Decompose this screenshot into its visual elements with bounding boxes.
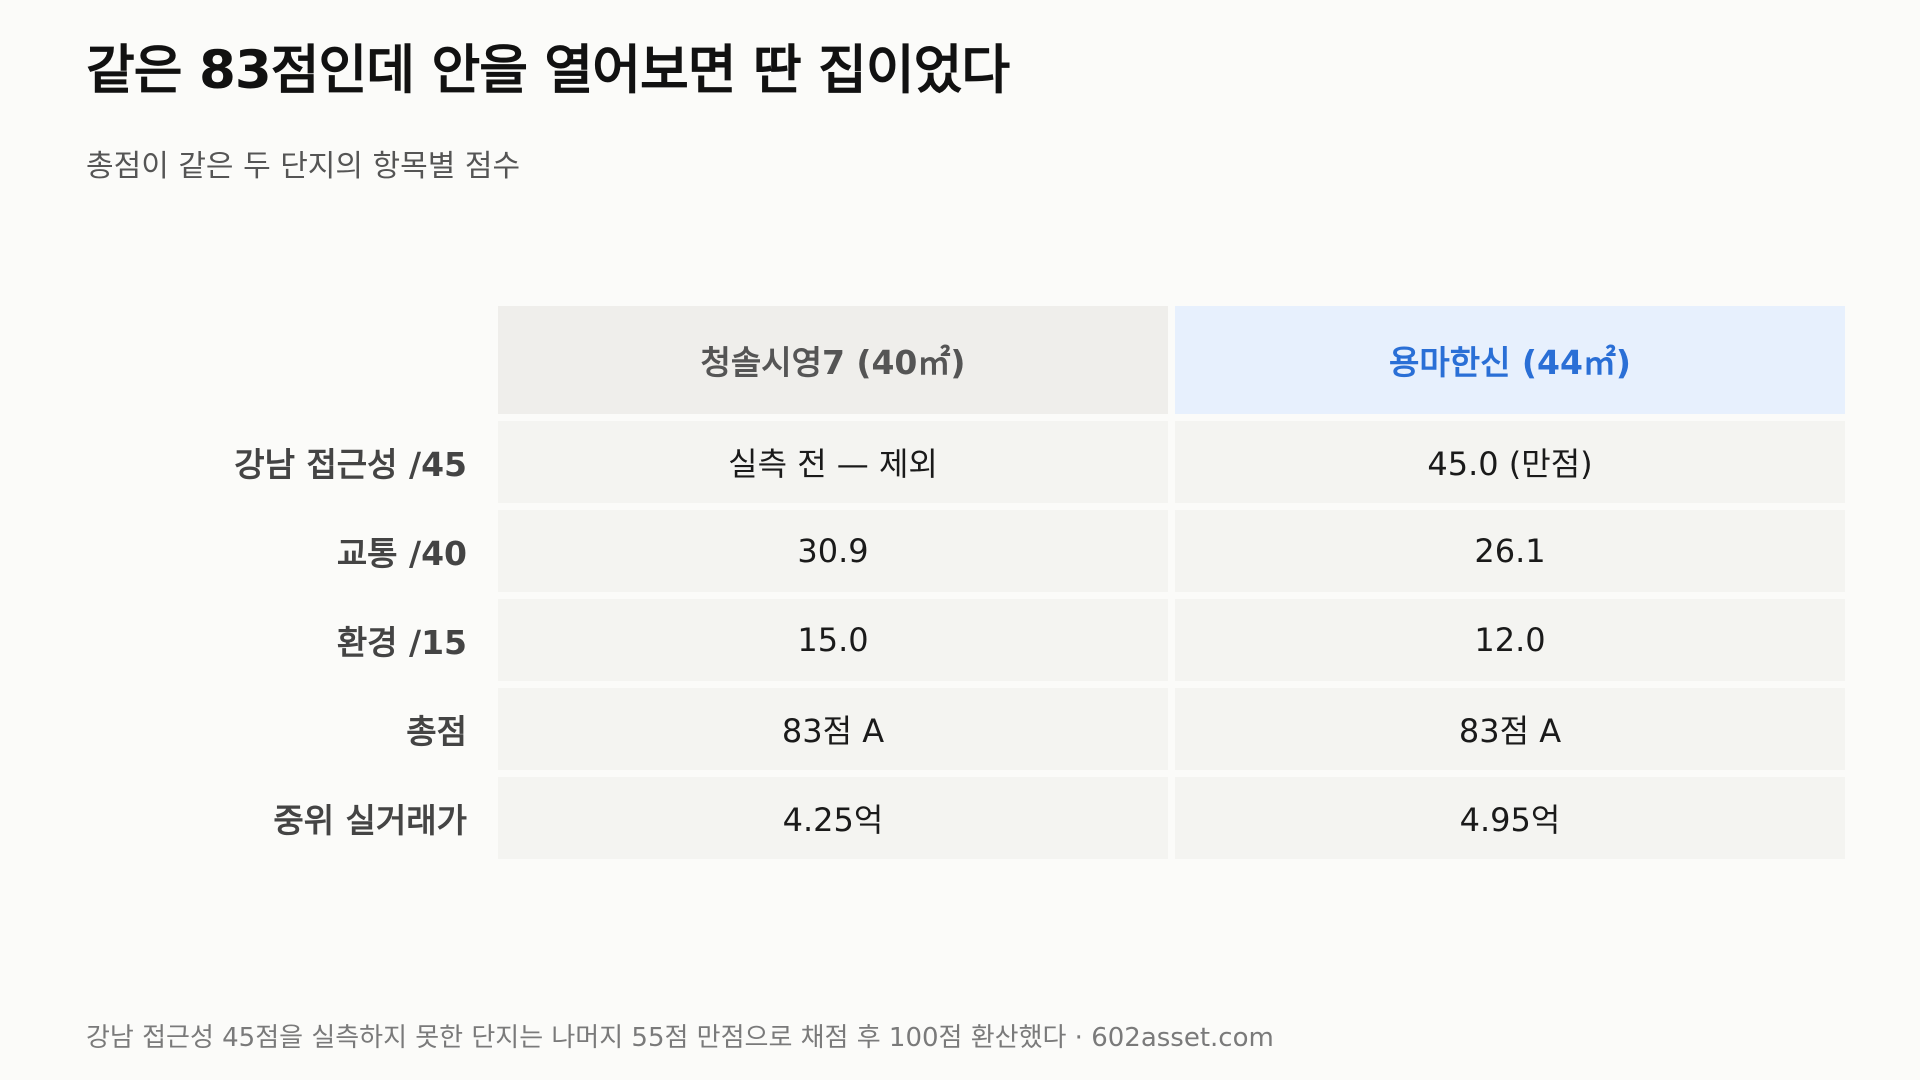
table-row: 중위 실거래가 4.25억 4.95억 bbox=[86, 777, 1845, 859]
table-cell: 30.9 bbox=[498, 510, 1168, 592]
table-cell: 83점 A bbox=[498, 688, 1168, 770]
score-table-container: 청솔시영7 (40㎡) 용마한신 (44㎡) 강남 접근성 /45 실측 전 —… bbox=[86, 306, 1852, 866]
row-label-transport: 교통 /40 bbox=[336, 534, 467, 573]
row-label-gangnam-access: 강남 접근성 /45 bbox=[234, 445, 467, 484]
table-header-row: 청솔시영7 (40㎡) 용마한신 (44㎡) bbox=[86, 306, 1845, 414]
table-cell: 실측 전 — 제외 bbox=[498, 421, 1168, 503]
table-cell: 26.1 bbox=[1175, 510, 1845, 592]
table-cell: 83점 A bbox=[1175, 688, 1845, 770]
table-cell: 45.0 (만점) bbox=[1175, 421, 1845, 503]
row-label-environment: 환경 /15 bbox=[336, 623, 467, 662]
footnote: 강남 접근성 45점을 실측하지 못한 단지는 나머지 55점 만점으로 채점 … bbox=[86, 1023, 1274, 1053]
table-corner bbox=[86, 306, 491, 414]
table-cell: 4.25억 bbox=[498, 777, 1168, 859]
table-row: 강남 접근성 /45 실측 전 — 제외 45.0 (만점) bbox=[86, 421, 1845, 503]
table-cell: 12.0 bbox=[1175, 599, 1845, 681]
row-label-total: 총점 bbox=[406, 712, 467, 751]
table-row: 환경 /15 15.0 12.0 bbox=[86, 599, 1845, 681]
column-header-cheongsol: 청솔시영7 (40㎡) bbox=[498, 306, 1168, 414]
chart-subtitle: 총점이 같은 두 단지의 항목별 점수 bbox=[86, 149, 521, 184]
column-header-yongma: 용마한신 (44㎡) bbox=[1175, 306, 1845, 414]
chart-title: 같은 83점인데 안을 열어보면 딴 집이었다 bbox=[86, 40, 1010, 101]
table-cell: 15.0 bbox=[498, 599, 1168, 681]
table-cell: 4.95억 bbox=[1175, 777, 1845, 859]
score-table: 청솔시영7 (40㎡) 용마한신 (44㎡) 강남 접근성 /45 실측 전 —… bbox=[79, 299, 1852, 866]
table-row: 교통 /40 30.9 26.1 bbox=[86, 510, 1845, 592]
table-row: 총점 83점 A 83점 A bbox=[86, 688, 1845, 770]
row-label-median-price: 중위 실거래가 bbox=[273, 801, 467, 840]
